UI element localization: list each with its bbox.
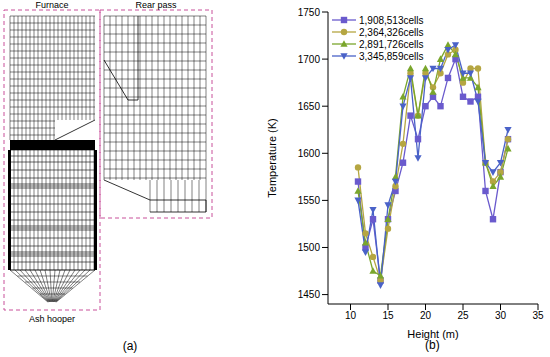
svg-text:1700: 1700 (298, 54, 321, 65)
svg-text:20: 20 (420, 310, 432, 321)
svg-text:1750: 1750 (298, 7, 321, 18)
svg-text:25: 25 (457, 310, 469, 321)
svg-text:(a): (a) (123, 339, 138, 353)
svg-text:1600: 1600 (298, 148, 321, 159)
svg-text:1550: 1550 (298, 195, 321, 206)
svg-text:30: 30 (495, 310, 507, 321)
svg-text:Temperature (K): Temperature (K) (266, 118, 278, 197)
svg-text:10: 10 (345, 310, 357, 321)
svg-text:35: 35 (532, 310, 544, 321)
svg-text:Ash hooper: Ash hooper (29, 314, 75, 324)
html-text:1,908,513cells: 1,908,513cells (359, 14, 424, 26)
html-text:2,364,326cells: 2,364,326cells (359, 26, 424, 38)
svg-text:1450: 1450 (298, 289, 321, 300)
svg-text:1650: 1650 (298, 101, 321, 112)
svg-text:Height (m): Height (m) (407, 328, 459, 340)
html-text:2,891,726cells: 2,891,726cells (359, 38, 424, 50)
html-text:3,345,859cells: 3,345,859cells (359, 50, 424, 62)
svg-text:15: 15 (382, 310, 394, 321)
svg-text:1500: 1500 (298, 242, 321, 253)
html-text:(b): (b) (425, 338, 440, 352)
svg-text:Rear pass: Rear pass (135, 0, 177, 10)
svg-text:Furnace: Furnace (35, 0, 68, 10)
